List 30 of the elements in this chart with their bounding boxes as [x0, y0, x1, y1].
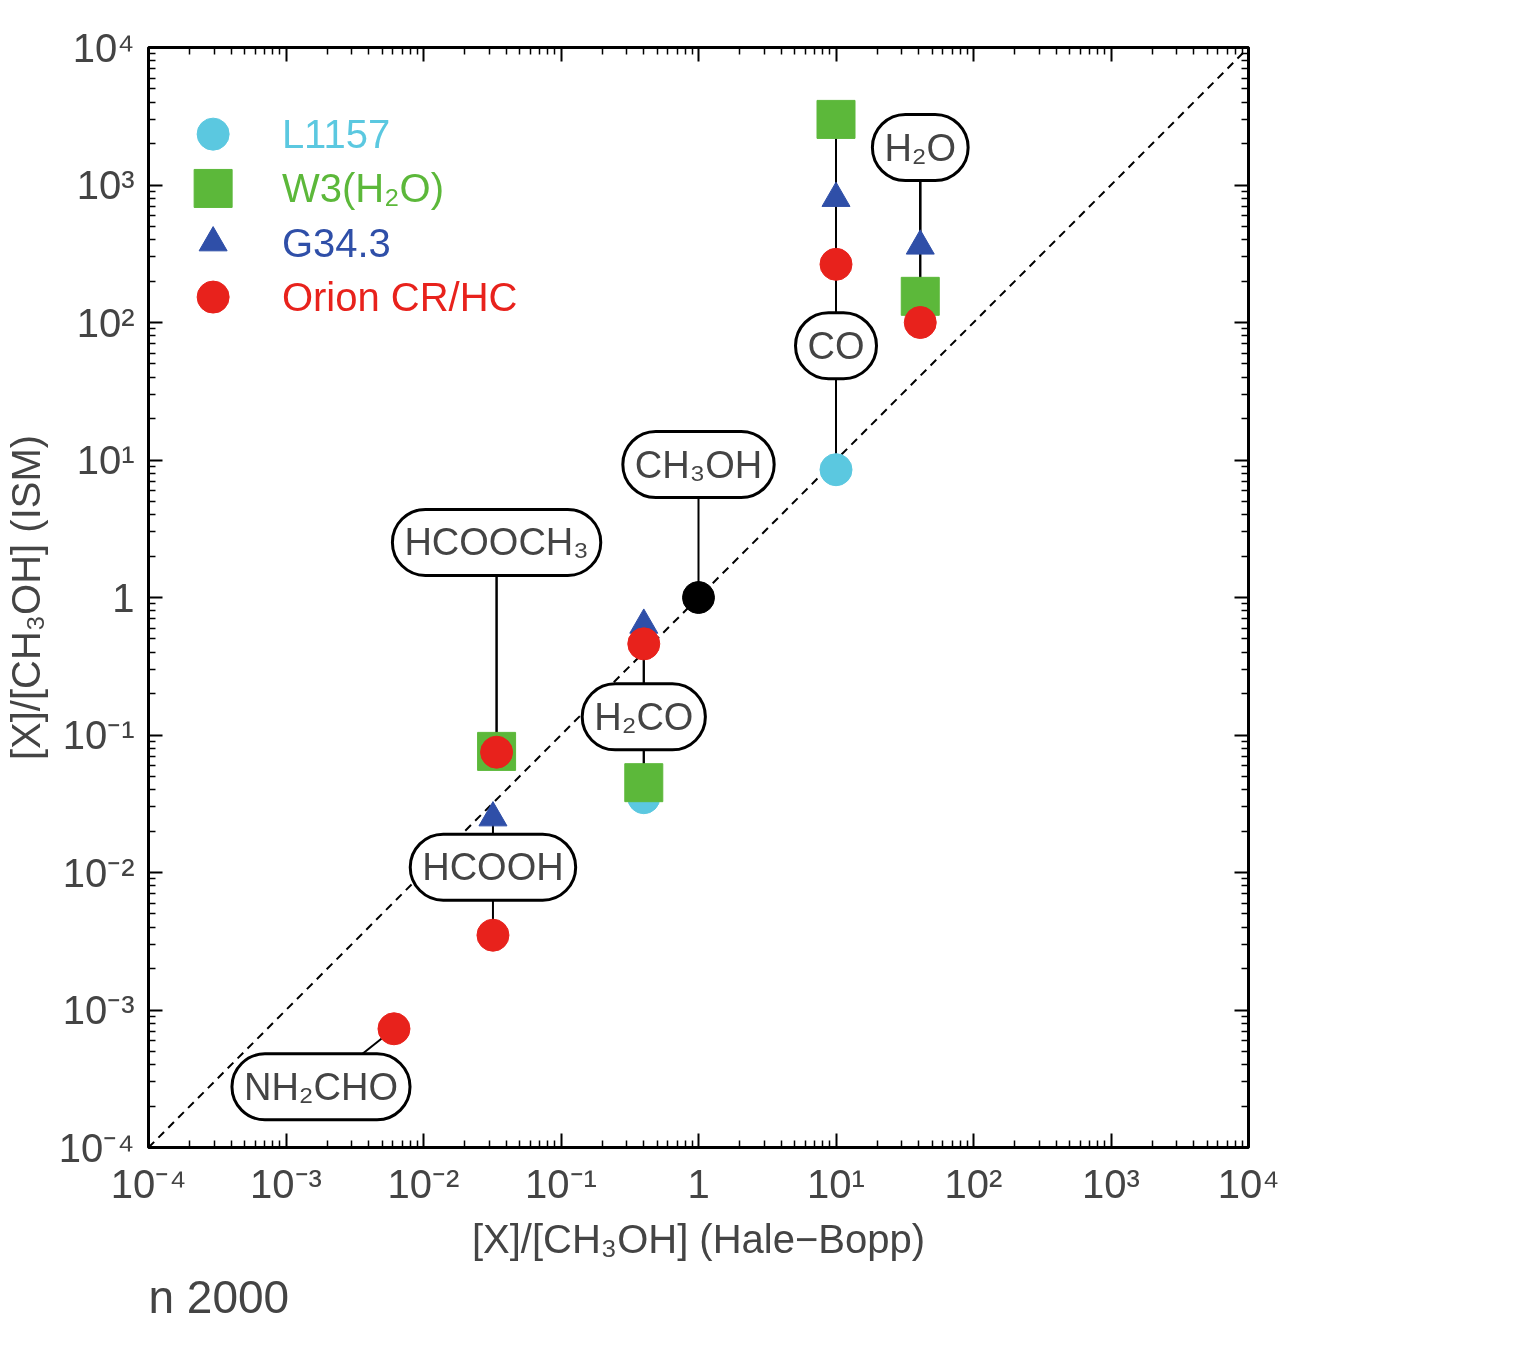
- legend-label: G34.3: [281, 220, 391, 265]
- annotation: CO: [807, 324, 865, 367]
- y-tick-label: 10⁻¹: [62, 713, 135, 757]
- y-tick-label: 10²: [76, 300, 135, 345]
- x-tick-label: 10³: [1082, 1161, 1140, 1206]
- y-tick-label: 10⁴: [72, 25, 135, 70]
- x-tick-label: 10¹: [807, 1161, 865, 1206]
- y-tick-label: 1: [112, 575, 135, 620]
- y-tick-label: 10⁻²: [62, 850, 135, 895]
- y-tick-label: 10¹: [76, 438, 135, 482]
- y-tick-label: 10³: [76, 163, 135, 207]
- x-tick-label: 10⁻¹: [525, 1161, 597, 1206]
- x-tick-label: 10²: [944, 1161, 1003, 1206]
- x-tick-label: 10⁻³: [250, 1161, 322, 1206]
- x-tick-label: 10⁴: [1217, 1161, 1280, 1206]
- x-axis-title: [X]/[CH₃OH] (Hale−Bopp): [471, 1216, 926, 1261]
- annotation: CH₃OH: [634, 443, 763, 486]
- annotation: H₂O: [884, 126, 957, 169]
- x-tick-label: 10⁻²: [387, 1161, 460, 1206]
- annotation: HCOOH: [422, 846, 564, 889]
- y-axis-title: [X]/[CH₃OH] (ISM): [3, 434, 48, 761]
- legend-label: W3(H₂O): [281, 166, 445, 211]
- legend-label: Orion CR/HC: [281, 275, 518, 320]
- annotation: H₂CO: [594, 695, 694, 738]
- x-tick-label: 1: [687, 1161, 710, 1206]
- y-tick-label: 10⁻³: [62, 988, 135, 1032]
- legend-label: L1157: [281, 112, 391, 157]
- annotation: NH₂CHO: [243, 1065, 399, 1108]
- text: n 2000: [148, 1270, 290, 1323]
- annotation: HCOOCH₃: [404, 521, 589, 564]
